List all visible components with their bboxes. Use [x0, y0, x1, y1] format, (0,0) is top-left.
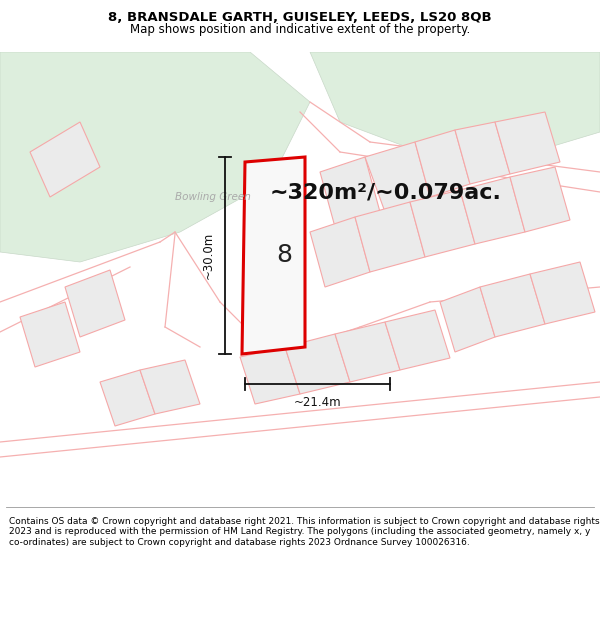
Polygon shape [335, 322, 400, 382]
Polygon shape [455, 122, 510, 184]
Polygon shape [310, 217, 370, 287]
Polygon shape [240, 347, 300, 404]
Polygon shape [100, 370, 155, 426]
Polygon shape [320, 157, 380, 227]
Polygon shape [530, 262, 595, 324]
Polygon shape [285, 334, 350, 394]
Polygon shape [0, 52, 310, 262]
Polygon shape [385, 310, 450, 370]
Text: 8: 8 [276, 243, 292, 267]
Text: Map shows position and indicative extent of the property.: Map shows position and indicative extent… [130, 23, 470, 36]
Polygon shape [460, 177, 525, 244]
Text: Bowling Green: Bowling Green [175, 192, 251, 202]
Polygon shape [30, 122, 100, 197]
Polygon shape [65, 270, 125, 337]
Text: ~30.0m: ~30.0m [202, 232, 215, 279]
Polygon shape [440, 287, 495, 352]
Text: 8, BRANSDALE GARTH, GUISELEY, LEEDS, LS20 8QB: 8, BRANSDALE GARTH, GUISELEY, LEEDS, LS2… [108, 11, 492, 24]
Polygon shape [415, 130, 470, 197]
Text: ~21.4m: ~21.4m [293, 396, 341, 409]
Polygon shape [242, 157, 305, 354]
Text: ~320m²/~0.079ac.: ~320m²/~0.079ac. [270, 182, 502, 202]
Polygon shape [410, 190, 475, 257]
Polygon shape [140, 360, 200, 414]
Polygon shape [480, 274, 545, 337]
Text: Contains OS data © Crown copyright and database right 2021. This information is : Contains OS data © Crown copyright and d… [9, 517, 599, 546]
Polygon shape [20, 302, 80, 367]
Polygon shape [365, 142, 430, 212]
Polygon shape [355, 202, 425, 272]
Polygon shape [310, 52, 600, 162]
Polygon shape [510, 167, 570, 232]
Polygon shape [495, 112, 560, 174]
